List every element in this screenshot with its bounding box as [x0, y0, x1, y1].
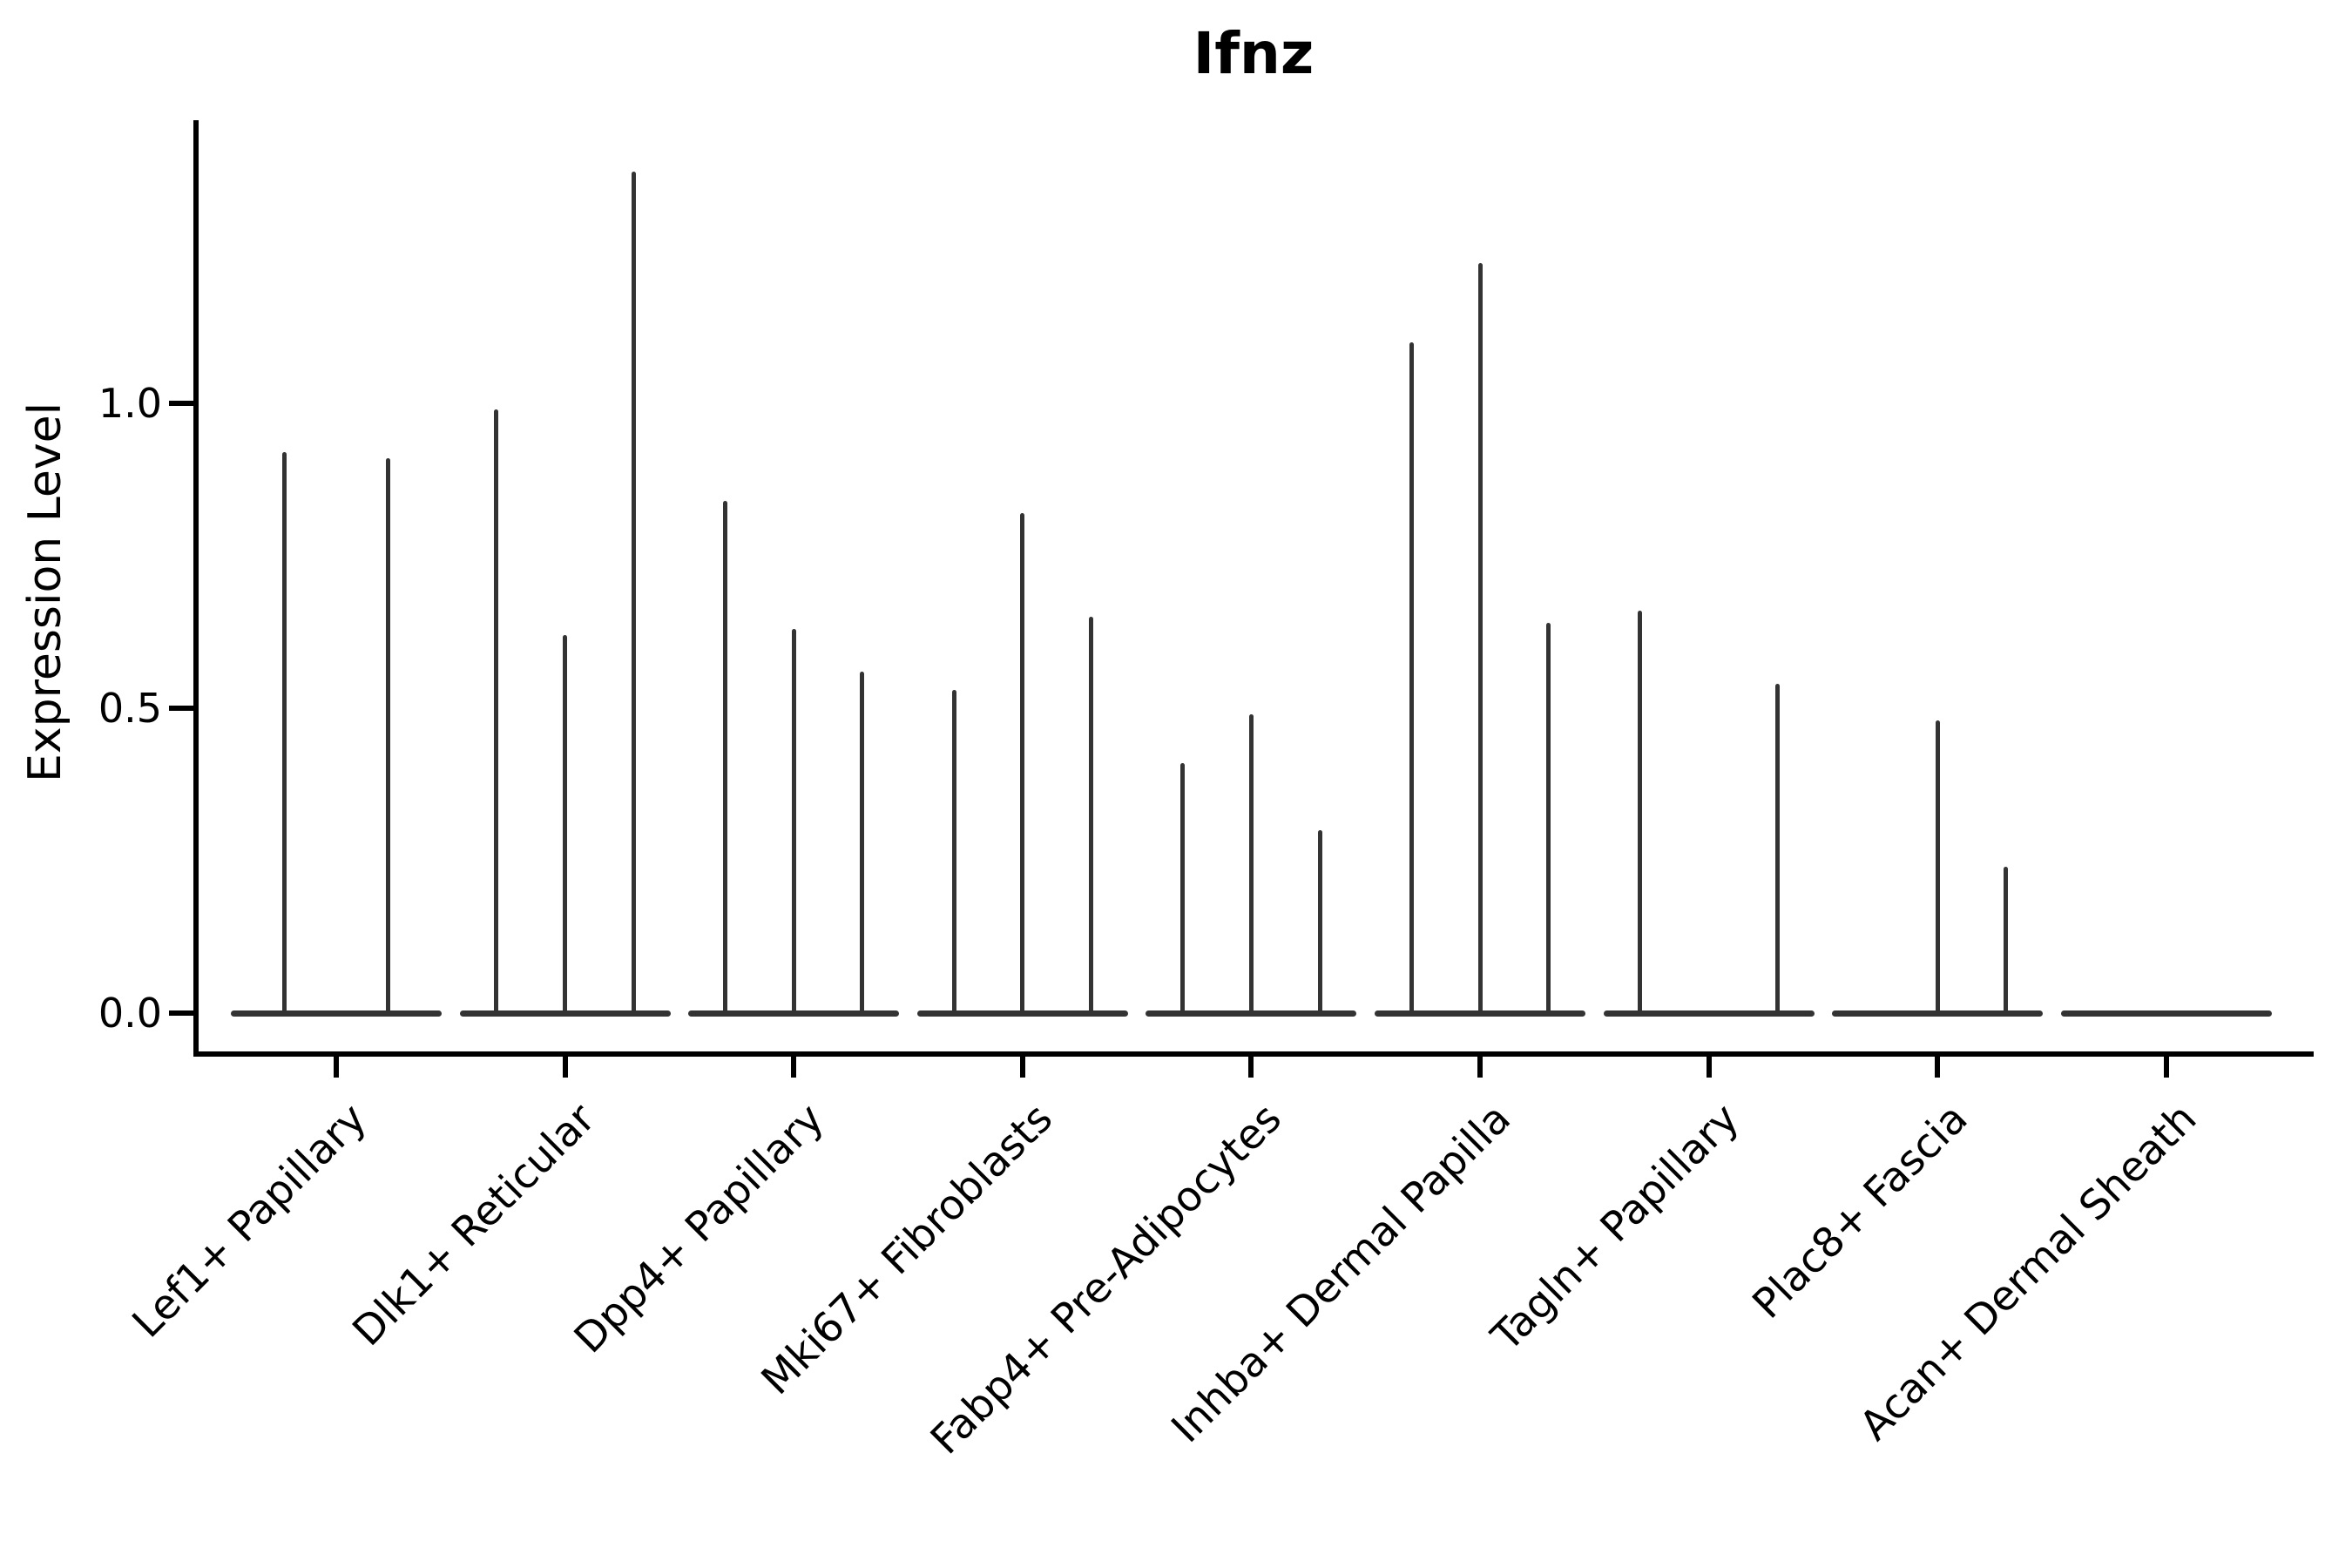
- y-tick-mark: [169, 1010, 193, 1016]
- violin-spike: [2004, 867, 2009, 1016]
- x-tick-mark: [1477, 1057, 1483, 1078]
- violin-spike: [860, 672, 865, 1016]
- violin-spike: [791, 629, 796, 1016]
- violin-spike: [1546, 623, 1551, 1016]
- violin-spike: [1089, 617, 1094, 1016]
- x-tick-mark: [791, 1057, 797, 1078]
- violin-spike: [494, 409, 499, 1016]
- y-tick-label: 1.0: [98, 380, 162, 427]
- y-tick-label: 0.5: [98, 685, 162, 732]
- violin-base: [231, 1010, 442, 1017]
- y-tick-mark: [169, 401, 193, 406]
- x-tick-label: Dpp4+ Papillary: [565, 1094, 834, 1363]
- x-tick-label: Plac8+ Fascia: [1743, 1094, 1977, 1328]
- x-tick-mark: [334, 1057, 339, 1078]
- x-tick-mark: [2163, 1057, 2169, 1078]
- violin-base: [2060, 1010, 2272, 1017]
- x-tick-mark: [1706, 1057, 1712, 1078]
- violin-spike: [1180, 763, 1186, 1016]
- x-tick-label: Tagln+ Papillary: [1482, 1094, 1749, 1361]
- y-tick-mark: [169, 706, 193, 711]
- violin-spike: [1638, 611, 1643, 1016]
- violin-spike: [1477, 263, 1483, 1016]
- violin-spike: [563, 635, 568, 1016]
- x-tick-label: Lef1+ Papillary: [123, 1094, 376, 1348]
- violin-base: [1603, 1010, 1815, 1017]
- violin-spike: [385, 458, 390, 1016]
- x-tick-mark: [562, 1057, 568, 1078]
- plot-title: Ifnz: [1193, 20, 1315, 87]
- x-tick-mark: [1935, 1057, 1941, 1078]
- violin-spike: [1317, 830, 1322, 1016]
- y-tick-label: 0.0: [98, 990, 162, 1037]
- violin-spike: [1248, 714, 1254, 1016]
- x-tick-mark: [1019, 1057, 1025, 1078]
- violin-spike: [282, 452, 287, 1016]
- violin-spike: [951, 690, 956, 1016]
- x-tick-label: Dlk1+ Reticular: [343, 1094, 605, 1356]
- violin-spike: [722, 501, 727, 1016]
- y-axis-line: [193, 120, 199, 1057]
- violin-spike: [631, 172, 636, 1016]
- x-tick-mark: [1248, 1057, 1254, 1078]
- violin-spike: [1935, 720, 1940, 1016]
- x-axis-line: [193, 1051, 2314, 1057]
- violin-spike: [1409, 342, 1414, 1016]
- violin-spike: [1020, 513, 1025, 1016]
- violin-spike: [1774, 684, 1780, 1016]
